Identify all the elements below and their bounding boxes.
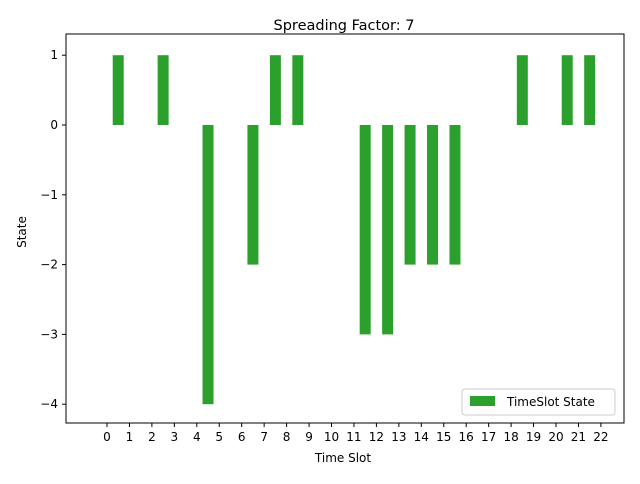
bar-13 xyxy=(404,125,416,265)
x-tick-label: 5 xyxy=(215,430,223,444)
y-tick-label: −2 xyxy=(40,258,58,272)
legend-label: TimeSlot State xyxy=(506,395,595,409)
bar-12 xyxy=(382,125,394,335)
x-tick-label: 6 xyxy=(238,430,246,444)
x-tick-label: 13 xyxy=(391,430,406,444)
x-tick-label: 1 xyxy=(126,430,134,444)
bar-14 xyxy=(427,125,439,265)
legend-swatch xyxy=(470,396,495,406)
x-tick-label: 12 xyxy=(369,430,384,444)
y-tick-label: −4 xyxy=(40,397,58,411)
x-tick-label: 16 xyxy=(459,430,474,444)
x-tick-label: 4 xyxy=(193,430,201,444)
x-tick-label: 18 xyxy=(503,430,518,444)
x-tick-label: 11 xyxy=(346,430,361,444)
y-tick-label: 1 xyxy=(50,48,58,62)
x-tick-label: 8 xyxy=(283,430,291,444)
x-axis-label: Time Slot xyxy=(314,451,371,465)
x-tick-label: 3 xyxy=(171,430,179,444)
plot-area-frame xyxy=(65,33,625,424)
bar-11 xyxy=(359,125,371,335)
y-tick-label: 0 xyxy=(50,118,58,132)
y-tick-label: −1 xyxy=(40,188,58,202)
bar-2 xyxy=(157,55,169,126)
y-tick-label: −3 xyxy=(40,327,58,341)
bar-6 xyxy=(247,125,259,265)
bar-8 xyxy=(292,55,304,126)
bar-18 xyxy=(516,55,528,126)
bar-20 xyxy=(561,55,573,126)
x-tick-label: 9 xyxy=(305,430,313,444)
legend: TimeSlot State xyxy=(461,388,616,416)
bar-15 xyxy=(449,125,461,265)
x-tick-label: 21 xyxy=(571,430,586,444)
x-tick-label: 19 xyxy=(526,430,541,444)
x-tick-label: 22 xyxy=(593,430,608,444)
x-tick-label: 15 xyxy=(436,430,451,444)
x-tick-label: 17 xyxy=(481,430,496,444)
bar-4 xyxy=(202,125,214,405)
bar-0 xyxy=(112,55,124,126)
x-axis: 0 1 2 3 4 5 6 7 8 9 10 11 12 13 14 15 16 17 18 19 20 21 22 xyxy=(103,423,609,444)
x-tick-label: 2 xyxy=(148,430,156,444)
bar-7 xyxy=(269,55,281,126)
chart-title: Spreading Factor: 7 xyxy=(274,18,415,34)
x-tick-label: 10 xyxy=(324,430,339,444)
y-axis: 1 0 −1 −2 −3 −4 xyxy=(40,48,66,411)
x-tick-label: 20 xyxy=(548,430,563,444)
x-tick-label: 7 xyxy=(260,430,268,444)
y-axis-label: State xyxy=(15,216,29,248)
bar-21 xyxy=(584,55,596,126)
legend-frame xyxy=(461,388,616,416)
x-tick-label: 0 xyxy=(103,430,111,444)
bars-layer xyxy=(112,55,596,405)
x-tick-label: 14 xyxy=(414,430,429,444)
